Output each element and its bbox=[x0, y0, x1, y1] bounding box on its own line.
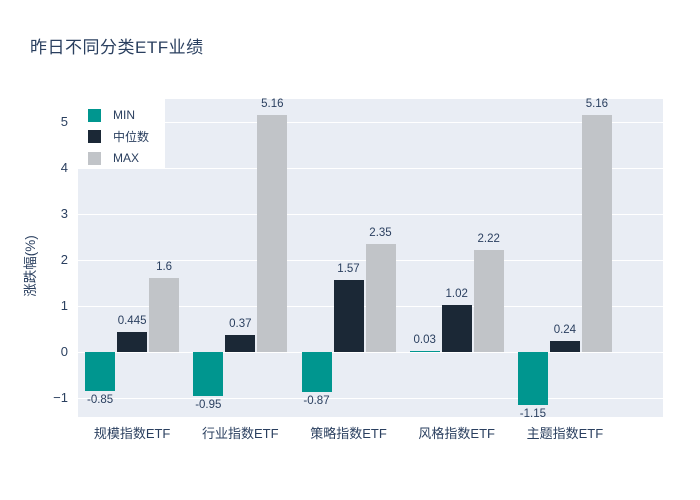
bar-value-label-中位数-1: 0.37 bbox=[229, 318, 252, 331]
bar-MIN-0[interactable] bbox=[85, 352, 116, 392]
y-tick-label-5: 5 bbox=[60, 113, 68, 129]
gridline-y-4 bbox=[78, 167, 663, 169]
y-tick-label-2: 2 bbox=[60, 251, 68, 267]
bar-value-label-MIN-1: -0.95 bbox=[195, 398, 222, 411]
bar-value-label-MAX-1: 5.16 bbox=[261, 97, 284, 110]
bar-MIN-4[interactable] bbox=[517, 352, 548, 406]
plot-area: -0.85 -0.95 -0.87 0.03 -1.15 0.445 0.37 1.57 1.0… bbox=[78, 97, 663, 421]
bar-value-label-MAX-4: 5.16 bbox=[585, 97, 609, 110]
legend-item-median[interactable]: 中位数 bbox=[88, 128, 165, 145]
bar-value-label-MAX-3: 2.22 bbox=[477, 232, 500, 245]
bar-value-label-中位数-3: 1.02 bbox=[445, 288, 468, 301]
bar-中位数-2[interactable] bbox=[333, 279, 364, 353]
gridline-y-5 bbox=[78, 121, 663, 123]
bar-value-label-中位数-2: 1.57 bbox=[337, 262, 360, 275]
gridline-y-3 bbox=[78, 213, 663, 215]
bar-MIN-1[interactable] bbox=[193, 352, 224, 396]
legend-item-max[interactable]: MAX bbox=[88, 151, 165, 165]
bar-中位数-4[interactable] bbox=[549, 341, 580, 353]
bar-MAX-2[interactable] bbox=[365, 243, 396, 353]
bar-value-label-MAX-2: 2.35 bbox=[369, 226, 392, 239]
legend: MIN 中位数 MAX bbox=[78, 99, 165, 168]
bar-value-label-MAX-0: 1.6 bbox=[156, 261, 173, 274]
y-tick-label-3: 3 bbox=[60, 205, 68, 221]
bar-MAX-4[interactable] bbox=[581, 114, 612, 353]
bar-MIN-3[interactable] bbox=[409, 350, 440, 353]
x-tick-label-1: 行业指数ETF bbox=[202, 426, 279, 441]
bar-value-label-MIN-2: -0.87 bbox=[303, 395, 330, 408]
legend-label-min: MIN bbox=[113, 108, 135, 122]
gridline-y--1 bbox=[78, 397, 663, 399]
chart-title: 昨日不同分类ETF业绩 bbox=[30, 38, 204, 57]
legend-label-median: 中位数 bbox=[113, 130, 150, 144]
x-tick-label-2: 策略指数ETF bbox=[310, 426, 387, 441]
x-tick-label-0: 规模指数ETF bbox=[93, 426, 171, 441]
bar-value-label-MIN-4: -1.15 bbox=[519, 408, 546, 421]
legend-swatch-min-icon bbox=[88, 108, 101, 122]
bar-value-label-中位数-4: 0.24 bbox=[553, 324, 577, 337]
bar-MAX-3[interactable] bbox=[473, 249, 504, 353]
bar-value-label-MIN-0: -0.85 bbox=[86, 394, 114, 407]
y-tick-label--1: −1 bbox=[53, 389, 68, 405]
bar-MIN-2[interactable] bbox=[301, 352, 332, 393]
bar-MAX-0[interactable] bbox=[149, 278, 180, 353]
bar-中位数-3[interactable] bbox=[441, 305, 472, 353]
x-tick-label-4: 主题指数ETF bbox=[526, 426, 604, 441]
bar-MAX-1[interactable] bbox=[257, 114, 288, 353]
legend-swatch-median-icon bbox=[88, 130, 101, 143]
y-tick-label-1: 1 bbox=[60, 297, 68, 313]
legend-swatch-max-icon bbox=[88, 151, 101, 165]
bar-value-label-MIN-3: 0.03 bbox=[413, 333, 436, 346]
bar-中位数-1[interactable] bbox=[225, 335, 256, 353]
legend-label-max: MAX bbox=[113, 151, 140, 165]
gridline-y-0 bbox=[78, 351, 663, 353]
y-tick-label-0: 0 bbox=[60, 343, 68, 359]
legend-item-min[interactable]: MIN bbox=[88, 108, 165, 122]
bar-中位数-0[interactable] bbox=[117, 331, 148, 353]
x-tick-label-3: 风格指数ETF bbox=[418, 426, 495, 441]
bar-value-label-中位数-0: 0.445 bbox=[117, 314, 147, 327]
y-tick-label-4: 4 bbox=[60, 159, 68, 175]
